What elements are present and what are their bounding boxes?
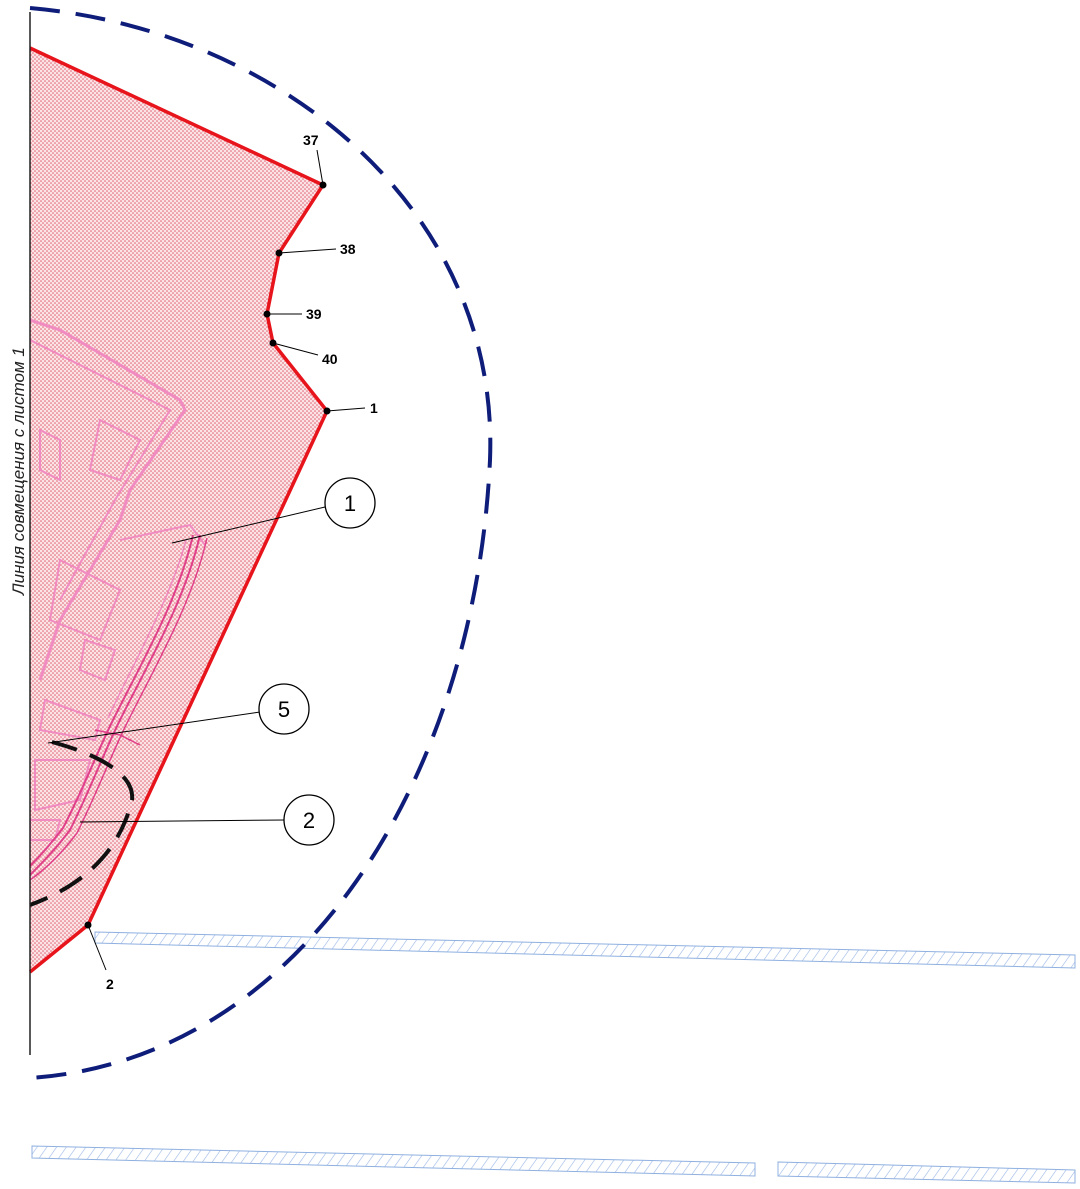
boundary-points: 37 38 39 40 1 2 <box>84 132 378 992</box>
callout-label: 5 <box>278 697 290 722</box>
point-label: 1 <box>370 400 378 416</box>
roads <box>31 931 1076 1184</box>
boundary-area <box>30 48 327 972</box>
inner-dashed-line <box>29 740 135 907</box>
point-label: 39 <box>306 306 322 322</box>
callout-5: 5 <box>47 683 310 744</box>
callout-label: 2 <box>303 808 315 833</box>
point-2: 2 <box>84 921 114 992</box>
point-38: 38 <box>275 241 356 257</box>
road-lower-right <box>777 1161 1076 1184</box>
point-label: 37 <box>303 132 319 148</box>
point-39: 39 <box>263 306 322 322</box>
point-label: 2 <box>106 976 114 992</box>
zone-outline <box>29 6 493 1080</box>
side-label: Линия совмещения с листом 1 <box>9 347 28 596</box>
callout-1: 1 <box>171 477 376 544</box>
point-label: 40 <box>322 351 338 367</box>
road-upper <box>94 931 1076 969</box>
point-1: 1 <box>323 400 378 416</box>
callout-label: 1 <box>344 491 356 516</box>
callouts: 1 5 2 <box>47 477 376 846</box>
boundary-line <box>28 46 330 974</box>
point-37: 37 <box>303 132 327 189</box>
structures <box>30 318 208 881</box>
point-label: 38 <box>340 241 356 257</box>
road-lower-left <box>31 1145 756 1177</box>
callout-2: 2 <box>79 794 335 846</box>
point-40: 40 <box>269 339 338 367</box>
